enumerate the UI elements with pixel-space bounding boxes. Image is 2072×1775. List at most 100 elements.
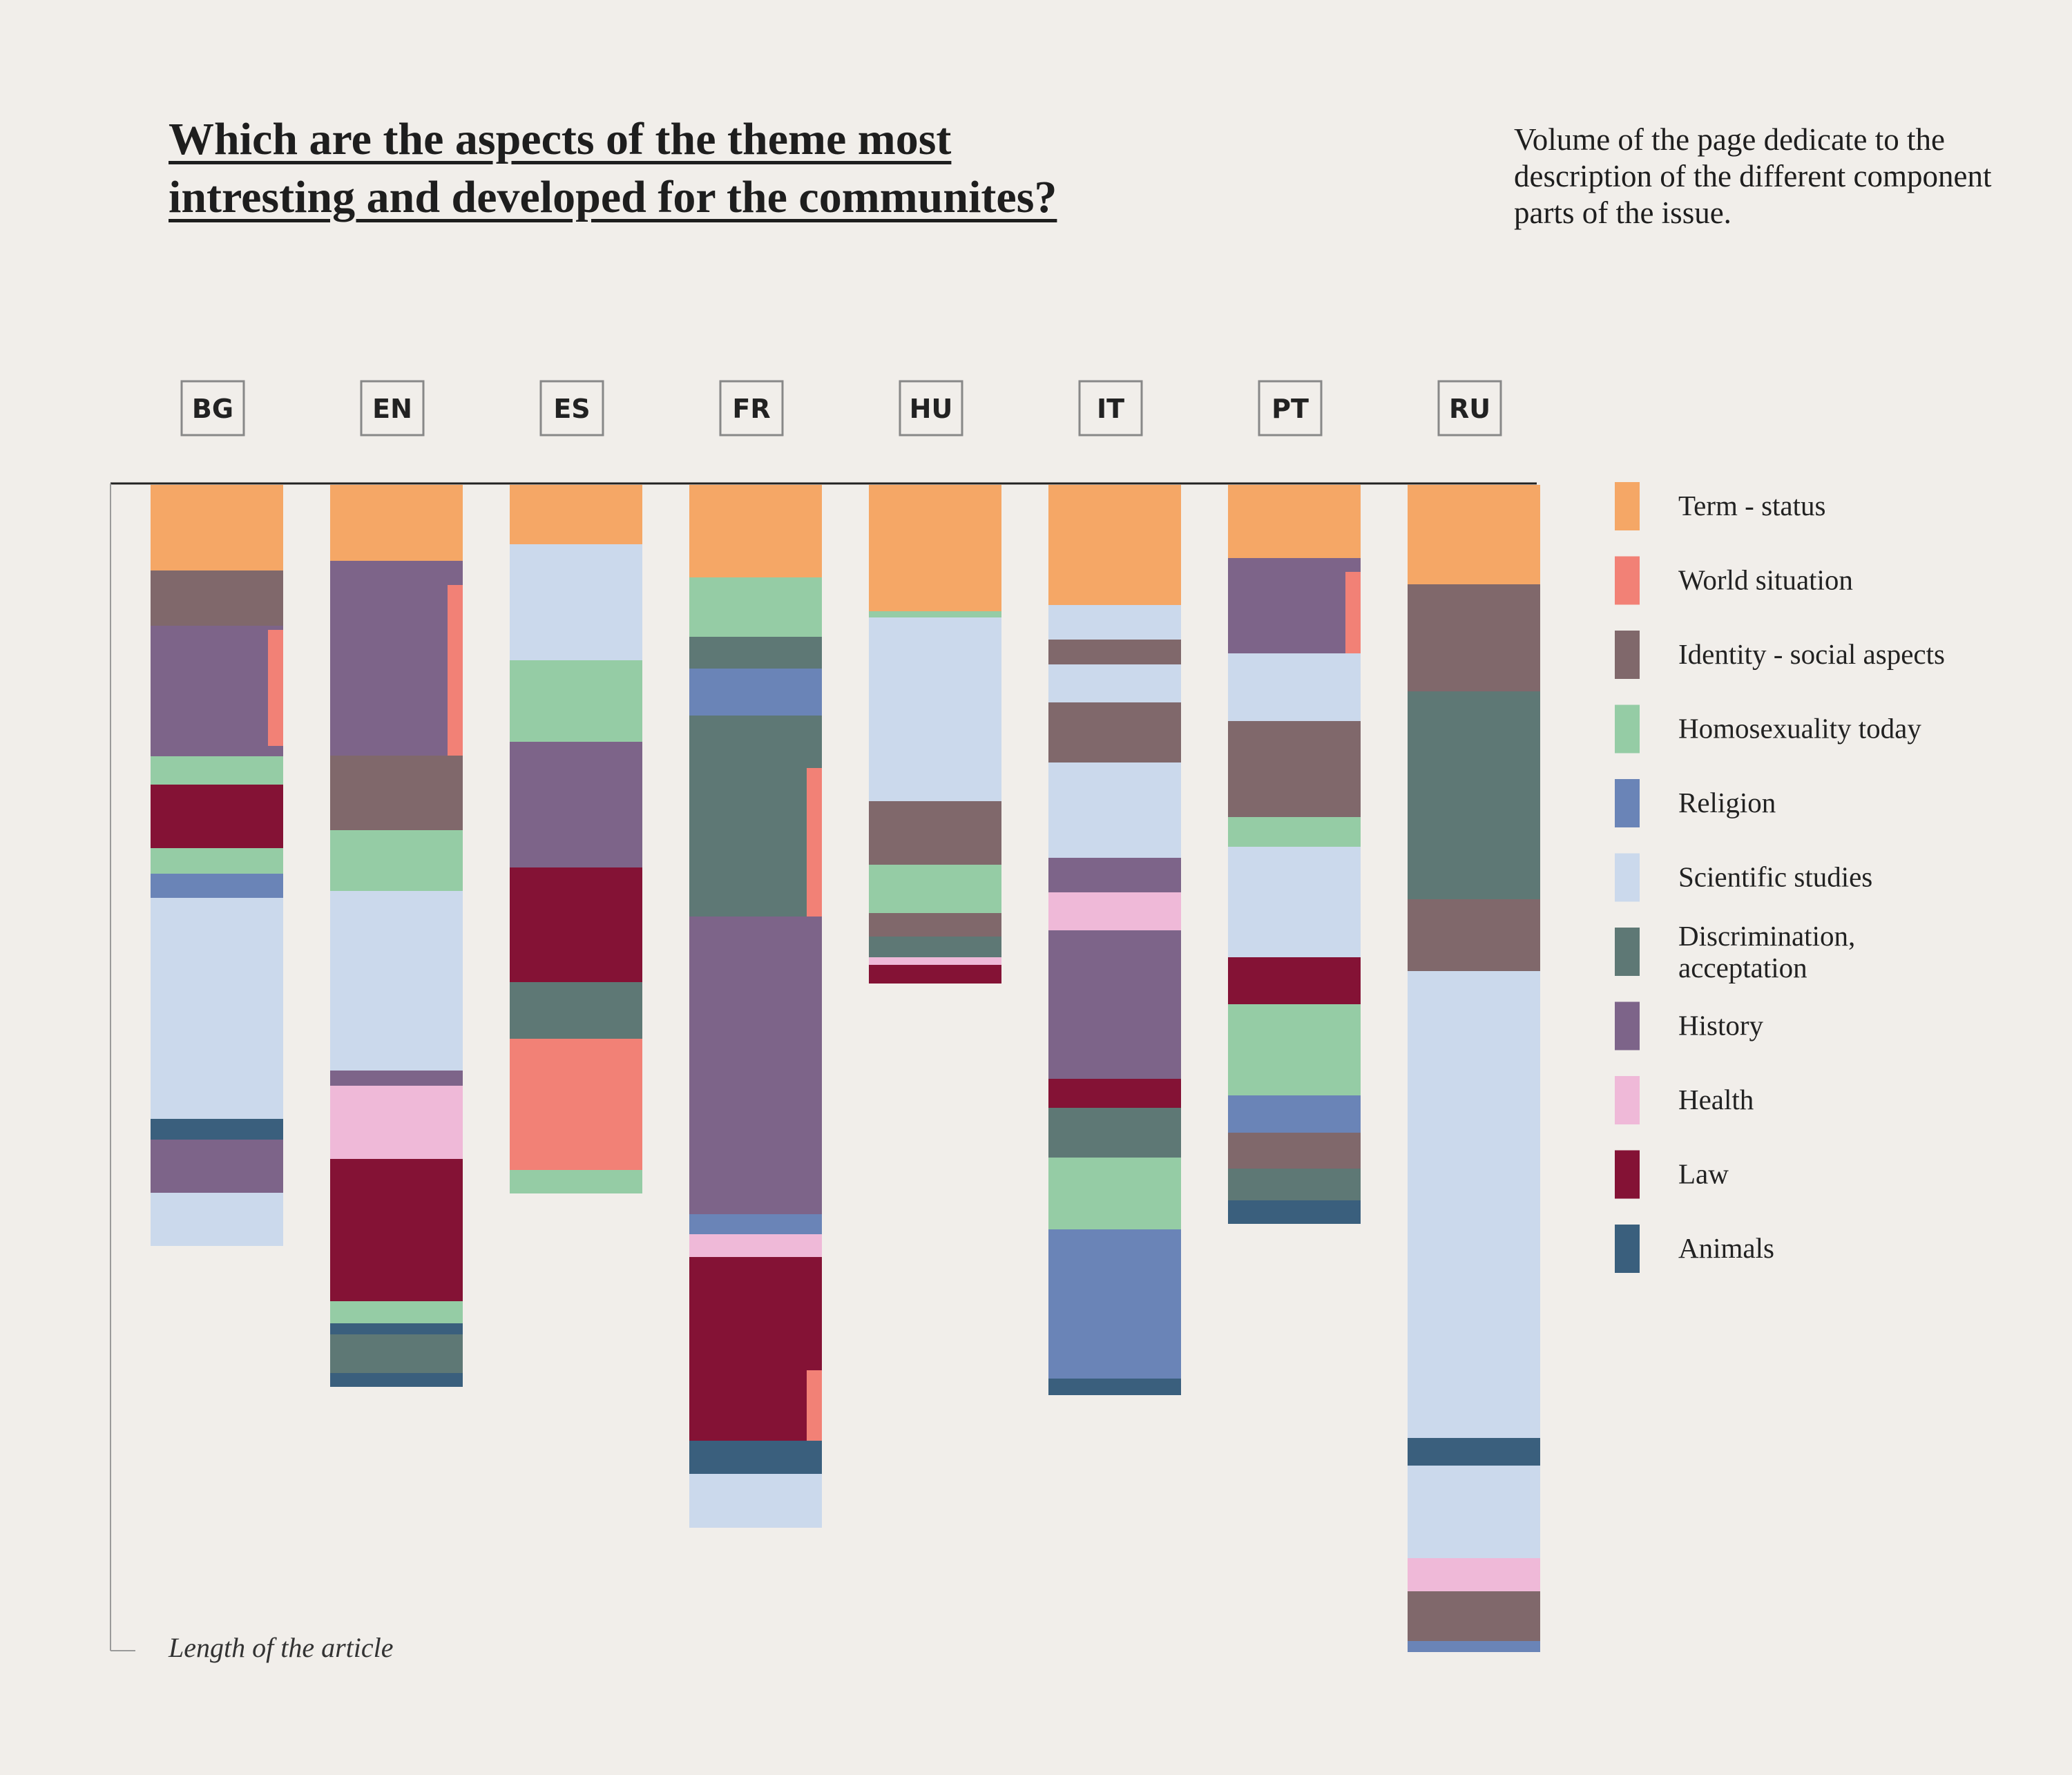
segment-bg-law-4 <box>151 785 283 848</box>
country-label-es: ES <box>539 380 604 436</box>
legend-item-world-situation: World situation <box>1615 556 1853 605</box>
legend-item-identity-social: Identity - social aspects <box>1615 631 1945 679</box>
country-label-text: FR <box>732 394 770 424</box>
legend-swatch <box>1615 1150 1640 1199</box>
segment-en-homosexuality-today-8 <box>330 1301 463 1323</box>
segment-hu-identity-social-5 <box>869 913 1001 937</box>
segment-ru-scientific-studies-6 <box>1408 1466 1540 1558</box>
segment-bg-homosexuality-today-3 <box>151 756 283 785</box>
segment-hu-homosexuality-today-4 <box>869 865 1001 913</box>
legend-item-homosexuality-today: Homosexuality today <box>1615 704 1921 754</box>
legend-swatch <box>1615 853 1640 902</box>
country-label-text: ES <box>553 394 590 424</box>
segment-pt-religion-8 <box>1228 1095 1361 1133</box>
segment-es-homosexuality-today-2 <box>510 660 642 742</box>
country-label-it: IT <box>1078 380 1143 436</box>
legend-item-discrimination: Discrimination, acceptation <box>1615 920 1855 984</box>
segment-es-scientific-studies-1 <box>510 544 642 660</box>
chart-title-line-2: intresting and developed for the communi… <box>169 172 1057 222</box>
legend-label: Religion <box>1678 787 1776 818</box>
legend-label: Scientific studies <box>1678 861 1872 893</box>
segment-bg-scientific-studies-7 <box>151 898 283 1119</box>
segment-en-animals-11 <box>330 1373 463 1387</box>
bar-fr <box>689 485 822 1528</box>
country-label-text: BG <box>192 394 233 424</box>
legend-item-law: Law <box>1615 1150 1729 1199</box>
legend-item-religion: Religion <box>1615 779 1776 827</box>
segment-hu-scientific-studies-2 <box>869 617 1001 801</box>
legend: Term - status World situation Identity - s… <box>1615 482 1945 1273</box>
segment-pt-scientific-studies-5 <box>1228 847 1361 957</box>
segment-it-health-7 <box>1048 892 1181 930</box>
country-label-text: RU <box>1449 394 1490 424</box>
segment-pt-law-6 <box>1228 957 1361 1004</box>
country-label-box <box>1258 380 1323 436</box>
country-label-fr: FR <box>719 380 784 436</box>
country-label-box <box>180 380 245 436</box>
segment-it-homosexuality-today-11 <box>1048 1158 1181 1229</box>
segment-fr-history-5 <box>689 917 822 1214</box>
segment-ru-term-status-0 <box>1408 485 1540 584</box>
country-label-bg: BG <box>180 380 245 436</box>
country-label-box <box>539 380 604 436</box>
segment-es-term-status-0 <box>510 485 642 544</box>
segment-ru-health-7 <box>1408 1558 1540 1591</box>
segment-fr-homosexuality-today-1 <box>689 577 822 637</box>
segment-ru-religion-9 <box>1408 1641 1540 1652</box>
segment-ru-scientific-studies-4 <box>1408 971 1540 1438</box>
bar-pt <box>1228 485 1361 1224</box>
legend-label: Term - status <box>1678 490 1825 521</box>
legend-label: World situation <box>1678 564 1853 596</box>
segment-en-animals-9 <box>330 1323 463 1334</box>
country-label-box <box>1437 380 1502 436</box>
segment-hu-identity-social-3 <box>869 801 1001 865</box>
country-label-box <box>360 380 425 436</box>
segment-en-term-status-0 <box>330 485 463 561</box>
segment-pt-identity-social-3 <box>1228 721 1361 817</box>
bar-en <box>330 485 463 1387</box>
segment-fr-discrimination-2 <box>689 637 822 669</box>
legend-label: Health <box>1678 1084 1754 1115</box>
segment-it-history-8 <box>1048 930 1181 1079</box>
segment-it-history-6 <box>1048 858 1181 892</box>
country-label-text: HU <box>910 394 953 424</box>
segment-ru-identity-social-8 <box>1408 1591 1540 1641</box>
legend-item-scientific-studies: Scientific studies <box>1615 853 1872 902</box>
marker-en-world-situation-0 <box>448 585 463 756</box>
legend-swatch <box>1615 482 1640 530</box>
legend-label: Discrimination, acceptation <box>1678 920 1855 984</box>
segment-fr-religion-3 <box>689 669 822 716</box>
segment-ru-identity-social-1 <box>1408 584 1540 691</box>
segment-hu-discrimination-6 <box>869 937 1001 957</box>
country-label-box <box>1078 380 1143 436</box>
segment-fr-scientific-studies-10 <box>689 1474 822 1528</box>
segment-it-law-9 <box>1048 1079 1181 1108</box>
segment-pt-discrimination-10 <box>1228 1169 1361 1200</box>
segment-pt-identity-social-9 <box>1228 1133 1361 1169</box>
segment-pt-homosexuality-today-4 <box>1228 817 1361 847</box>
segment-es-history-3 <box>510 742 642 867</box>
legend-item-term-status: Term - status <box>1615 482 1825 530</box>
segment-bg-history-2 <box>151 626 283 756</box>
segment-ru-identity-social-3 <box>1408 899 1540 971</box>
country-label-pt: PT <box>1258 380 1323 436</box>
legend-swatch <box>1615 631 1640 679</box>
segment-fr-discrimination-4 <box>689 716 822 917</box>
segment-it-scientific-studies-5 <box>1048 762 1181 858</box>
chart-title: Which are the aspects of the theme most … <box>169 111 1205 227</box>
segment-bg-homosexuality-today-5 <box>151 848 283 874</box>
segment-bg-scientific-studies-10 <box>151 1193 283 1246</box>
bar-bg <box>151 485 283 1246</box>
segment-pt-animals-11 <box>1228 1200 1361 1224</box>
segment-bg-religion-6 <box>151 874 283 898</box>
chart-subtitle: Volume of the page dedicate to the descr… <box>1514 122 1992 230</box>
legend-label: Homosexuality today <box>1678 713 1921 745</box>
country-label-en: EN <box>360 380 425 436</box>
bar-es <box>510 485 642 1193</box>
segment-fr-law-8 <box>689 1257 822 1441</box>
chart-title-line-1: Which are the aspects of the theme most <box>169 114 952 164</box>
segment-it-scientific-studies-1 <box>1048 605 1181 640</box>
segment-it-animals-13 <box>1048 1379 1181 1395</box>
segment-fr-health-7 <box>689 1234 822 1257</box>
